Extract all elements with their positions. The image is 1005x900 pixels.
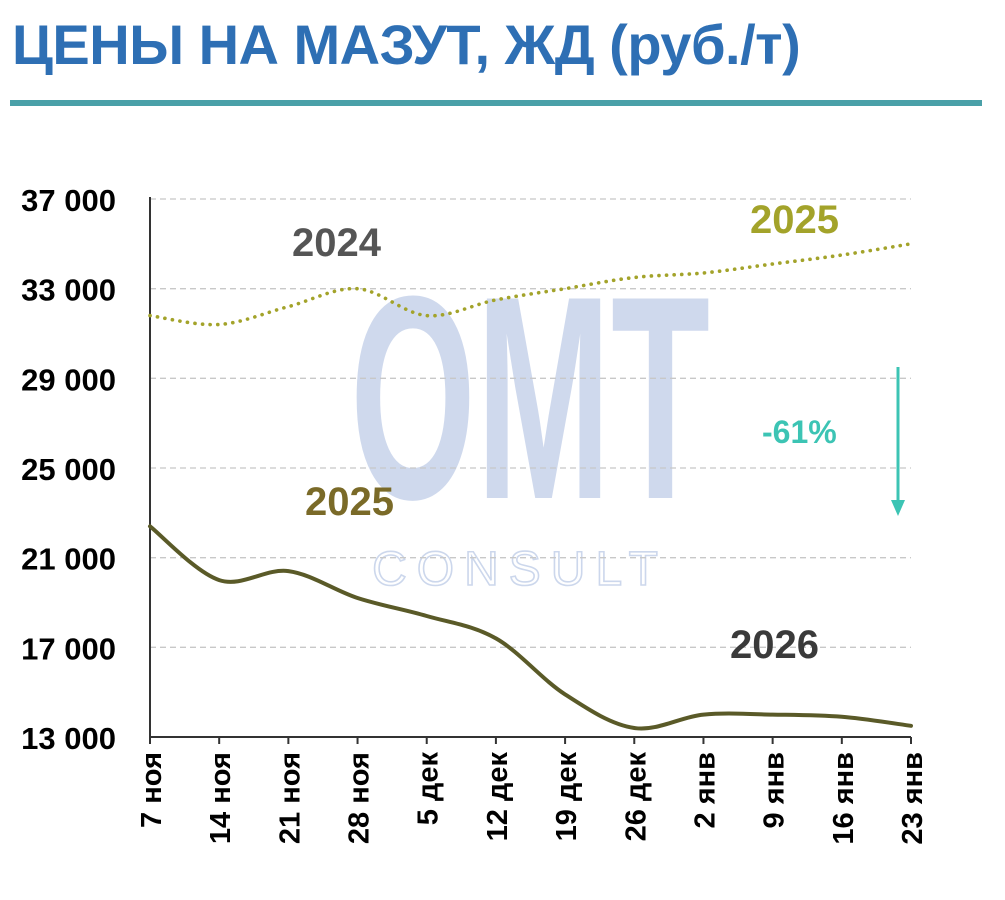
y-tick-label: 25 000 <box>21 452 116 487</box>
y-tick-label: 13 000 <box>21 721 116 756</box>
x-tick-label: 2 янв <box>689 752 721 828</box>
x-tick-label: 16 янв <box>828 752 860 845</box>
x-tick-label: 14 ноя <box>205 752 237 844</box>
y-tick-label: 33 000 <box>21 273 116 308</box>
label-year-prev-left: 2024 <box>292 221 382 265</box>
series-line-curr-season <box>148 524 913 731</box>
x-tick-label: 12 дек <box>482 752 514 842</box>
watermark-sub: CONSULT <box>372 543 668 596</box>
x-tick-label: 21 ноя <box>274 752 306 844</box>
label-year-prev-right: 2025 <box>750 198 839 242</box>
y-tick-label: 29 000 <box>21 362 116 397</box>
x-axis-ticks: 7 ноя 14 ноя 21 ноя 28 ноя 5 дек 12 дек 19 дек… <box>136 752 929 845</box>
label-year-curr-right: 2026 <box>730 623 819 667</box>
x-tick-label: 7 ноя <box>136 752 168 828</box>
y-tick-label: 17 000 <box>21 631 116 666</box>
axes <box>149 197 912 744</box>
x-tick-label: 28 ноя <box>344 752 376 844</box>
grid-lines <box>150 198 911 648</box>
x-tick-label: 23 янв <box>897 752 929 845</box>
watermark-logo: OMT CONSULT <box>350 236 710 597</box>
title-rule <box>10 100 982 106</box>
x-tick-label: 26 дек <box>620 752 652 842</box>
y-tick-label: 37 000 <box>21 183 116 218</box>
series-lines <box>148 242 913 731</box>
annotations: 2024 2025 2025 2026 -61% <box>292 198 905 667</box>
x-tick-label: 19 дек <box>551 752 583 842</box>
x-tick-label: 5 дек <box>413 752 445 826</box>
label-change-percent: -61% <box>762 414 837 450</box>
label-year-curr-left: 2025 <box>305 480 394 524</box>
y-tick-label: 21 000 <box>21 542 116 577</box>
y-axis-ticks: 13 000 17 000 21 000 25 000 29 000 33 000 37 0… <box>21 183 116 756</box>
series-line-prev-season <box>148 242 913 327</box>
x-tick-label: 9 янв <box>759 752 791 828</box>
watermark-main: OMT <box>350 236 710 560</box>
chart-title: ЦЕНЫ НА МАЗУТ, ЖД (руб./т) <box>12 13 801 76</box>
down-arrow-icon <box>891 367 905 516</box>
